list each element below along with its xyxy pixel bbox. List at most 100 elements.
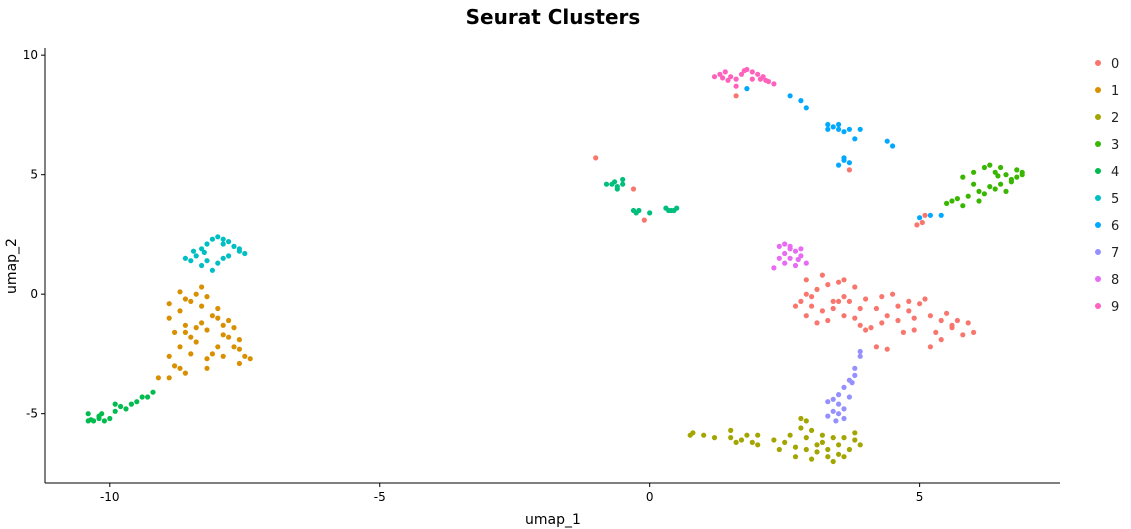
data-point: [744, 432, 750, 438]
data-point: [995, 173, 1001, 179]
data-point: [99, 411, 105, 417]
data-point: [944, 200, 950, 206]
data-point: [825, 413, 831, 419]
data-point: [884, 313, 890, 319]
legend-label: 8: [1111, 273, 1119, 288]
data-point: [166, 301, 172, 307]
data-point: [782, 250, 788, 257]
data-point: [725, 77, 731, 83]
data-point: [857, 322, 863, 328]
data-point: [88, 417, 94, 423]
data-point: [868, 325, 874, 331]
legend-swatch: [1095, 168, 1101, 174]
data-point: [857, 442, 863, 448]
data-point: [792, 248, 799, 254]
series-5: [603, 176, 680, 216]
legend-item: 2: [1095, 111, 1119, 126]
data-point: [603, 181, 610, 187]
legend-label: 9: [1111, 300, 1119, 315]
data-point: [85, 411, 91, 417]
data-point: [938, 337, 944, 343]
data-point: [733, 83, 739, 89]
data-point: [776, 243, 782, 249]
data-point: [636, 207, 642, 214]
data-point: [193, 253, 199, 259]
data-point: [728, 435, 734, 441]
data-point: [809, 427, 815, 433]
data-point: [792, 454, 799, 460]
data-point: [647, 210, 653, 216]
data-point: [814, 320, 820, 326]
data-point: [107, 415, 113, 422]
data-point: [755, 442, 761, 448]
legend-item: 4: [1095, 165, 1119, 180]
data-point: [960, 332, 966, 338]
data-point: [836, 401, 842, 407]
data-point: [671, 207, 677, 214]
series-3: [944, 162, 1025, 209]
data-point: [226, 253, 232, 259]
data-point: [841, 129, 847, 135]
data-point: [236, 337, 242, 343]
data-point: [166, 353, 172, 359]
data-point: [809, 456, 815, 462]
data-point: [193, 325, 199, 331]
data-point: [792, 444, 799, 450]
data-point: [809, 303, 815, 309]
data-point: [825, 446, 831, 453]
data-point: [220, 255, 226, 261]
data-point: [782, 439, 788, 445]
points-layer: [85, 66, 1025, 465]
data-point: [150, 389, 156, 395]
data-point: [209, 351, 215, 357]
data-point: [188, 351, 194, 357]
data-point: [825, 317, 831, 324]
series-2: [687, 415, 863, 465]
data-point: [193, 339, 199, 345]
data-point: [1003, 188, 1009, 194]
data-point: [836, 451, 842, 457]
data-point: [846, 126, 853, 132]
data-point: [757, 76, 764, 82]
legend-label: 1: [1111, 84, 1119, 99]
data-point: [949, 322, 955, 328]
data-point: [841, 294, 847, 300]
x-tick-label: 0: [646, 490, 654, 504]
data-point: [998, 164, 1004, 171]
data-point: [825, 121, 831, 128]
data-point: [172, 329, 178, 335]
data-point: [933, 329, 939, 335]
data-point: [846, 298, 853, 304]
data-point: [803, 435, 809, 441]
data-point: [177, 344, 183, 350]
data-point: [836, 121, 842, 128]
data-point: [193, 291, 199, 297]
data-point: [803, 105, 809, 111]
data-point: [836, 279, 842, 285]
data-point: [852, 315, 858, 321]
data-point: [809, 294, 815, 300]
data-point: [836, 442, 842, 448]
data-point: [1019, 169, 1025, 175]
data-point: [830, 298, 836, 304]
data-point: [728, 74, 734, 80]
y-axis-title: umap_2: [4, 238, 20, 294]
data-point: [917, 215, 923, 221]
data-point: [900, 329, 907, 335]
data-point: [199, 303, 205, 309]
data-point: [857, 353, 863, 359]
data-point: [825, 282, 831, 288]
data-point: [830, 458, 836, 465]
data-point: [188, 258, 194, 264]
legend-label: 6: [1111, 219, 1119, 234]
data-point: [733, 93, 739, 99]
data-point: [873, 344, 880, 350]
legend-item: 8: [1095, 273, 1119, 288]
legend-item: 9: [1095, 300, 1119, 315]
data-point: [825, 126, 831, 132]
data-point: [166, 315, 172, 321]
data-point: [177, 289, 183, 295]
data-point: [231, 243, 237, 249]
data-point: [112, 401, 118, 407]
